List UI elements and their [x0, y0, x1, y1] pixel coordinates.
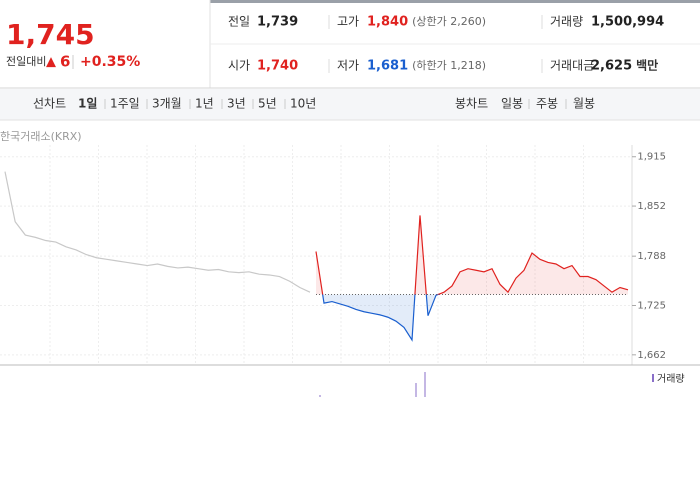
stat-value: 1,681: [367, 59, 408, 74]
period-tab[interactable]: 1주일: [110, 97, 140, 111]
period-tab[interactable]: 3개월: [152, 97, 182, 111]
y-tick-label: 1,725: [637, 300, 666, 311]
tab-group-label: 봉차트: [455, 97, 488, 111]
stat-label: 저가: [337, 59, 359, 73]
volume-legend: 거래량: [657, 373, 685, 385]
tab-bar: [0, 89, 700, 120]
chart-source: 한국거래소(KRX): [0, 130, 82, 143]
period-tab[interactable]: 1일: [78, 97, 97, 111]
price-line-up: [315, 215, 629, 295]
change: 6: [60, 53, 70, 71]
period-tab[interactable]: 1년: [195, 97, 214, 111]
change-arrow: ▲: [46, 55, 56, 70]
change-label: 전일대비: [6, 54, 46, 68]
stat-note: (상한가 2,260): [412, 15, 486, 28]
volume-bars: [319, 372, 426, 397]
price: 1,745: [6, 18, 95, 51]
stat-label: 전일: [228, 15, 250, 29]
stat-label: 시가: [228, 59, 250, 73]
area-up: [316, 215, 628, 295]
stat-value: 2,625: [591, 59, 632, 74]
stat-value: 1,739: [257, 15, 298, 30]
y-tick-label: 1,915: [637, 152, 666, 163]
stat-label: 거래량: [550, 15, 583, 29]
period-tab[interactable]: 10년: [290, 97, 316, 111]
stat-unit: 백만: [636, 58, 658, 73]
area-down: [322, 294, 438, 340]
y-tick-label: 1,788: [637, 251, 666, 262]
stat-value: 1,500,994: [591, 15, 664, 30]
stat-value: 1,740: [257, 59, 298, 74]
tab-group-label: 선차트: [33, 97, 66, 111]
legend-swatch: [652, 374, 654, 382]
candle-tab[interactable]: 월봉: [573, 97, 595, 111]
y-tick-label: 1,662: [637, 350, 666, 361]
y-tick-label: 1,852: [637, 201, 666, 212]
stat-label: 거래대금: [550, 59, 594, 73]
top-bar: [210, 0, 700, 3]
price-line-down: [322, 294, 440, 342]
stat-value: 1,840: [367, 15, 408, 30]
change-rate: +0.35%: [80, 54, 140, 70]
stat-label: 고가: [337, 15, 359, 29]
candle-tab[interactable]: 주봉: [536, 97, 558, 111]
period-tab[interactable]: 3년: [227, 97, 246, 111]
candle-tab[interactable]: 일봉: [501, 97, 523, 111]
period-tab[interactable]: 5년: [258, 97, 277, 111]
stat-note: (하한가 1,218): [412, 58, 486, 72]
price-line: [4, 171, 311, 293]
